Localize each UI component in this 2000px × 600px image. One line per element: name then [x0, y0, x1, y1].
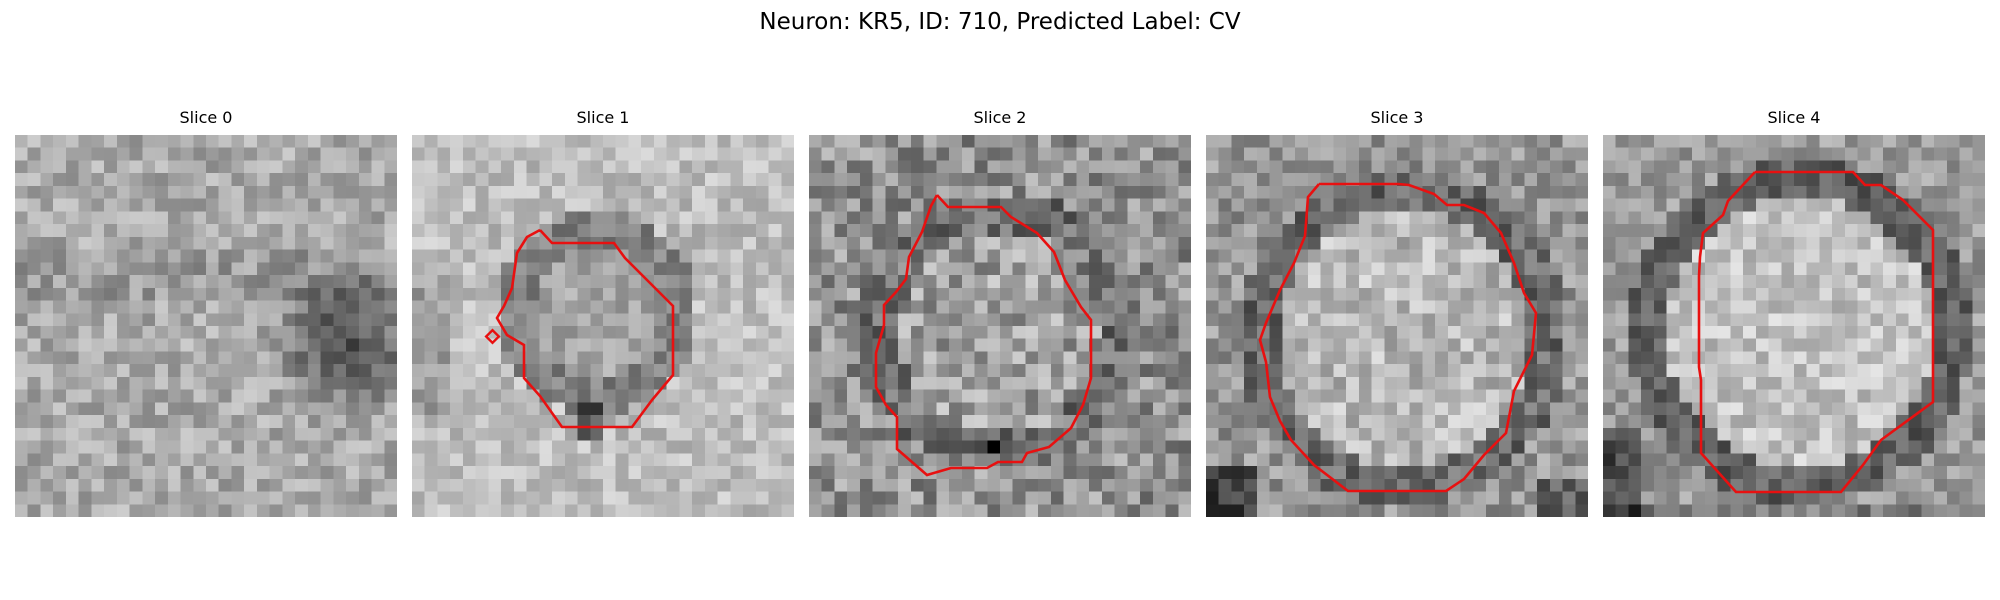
slice-title: Slice 4 — [1767, 108, 1821, 127]
contour-line — [495, 228, 675, 429]
contour-speck — [484, 328, 501, 345]
slice-title: Slice 2 — [973, 108, 1027, 127]
slice-panel-0: Slice 0 — [15, 108, 397, 517]
slice-panel-2: Slice 2 — [809, 108, 1191, 517]
contour-line — [1697, 170, 1935, 494]
slice-title: Slice 1 — [576, 108, 630, 127]
contour-line — [1258, 182, 1538, 493]
segmentation-contour — [874, 194, 1093, 477]
slice-title: Slice 3 — [1370, 108, 1424, 127]
slice-image — [15, 135, 397, 517]
slice-image — [412, 135, 794, 517]
segmentation-contour — [1697, 170, 1935, 494]
contour-line — [874, 194, 1093, 477]
slice-image — [809, 135, 1191, 517]
figure-title: Neuron: KR5, ID: 710, Predicted Label: C… — [759, 9, 1241, 35]
slice-image — [1206, 135, 1588, 517]
slice-title: Slice 0 — [179, 108, 233, 127]
segmentation-contour — [1258, 182, 1538, 493]
slice-image — [1603, 135, 1985, 517]
slice-panel-3: Slice 3 — [1206, 108, 1588, 517]
slice-panel-1: Slice 1 — [412, 108, 794, 517]
slice-panel-4: Slice 4 — [1603, 108, 1985, 517]
segmentation-contour — [484, 228, 675, 429]
